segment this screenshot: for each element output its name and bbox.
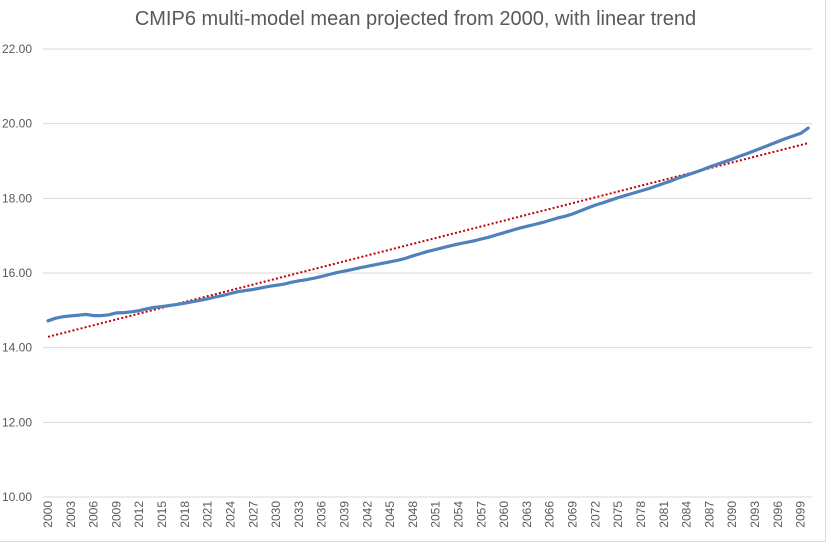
series-group <box>46 126 810 338</box>
x-tick-label: 2051 <box>429 501 443 528</box>
x-tick-label: 2090 <box>725 501 739 528</box>
x-tick-label: 2042 <box>360 501 374 528</box>
x-tick-label: 2093 <box>748 501 762 528</box>
x-tick-label: 2027 <box>246 501 260 528</box>
y-tick-label: 22.00 <box>2 42 32 56</box>
gridlines <box>43 48 812 498</box>
x-tick-label: 2015 <box>155 501 169 528</box>
x-tick-label: 2096 <box>771 501 785 528</box>
y-tick-label: 20.00 <box>2 117 32 131</box>
x-tick-label: 2063 <box>520 501 534 528</box>
y-tick-label: 12.00 <box>2 415 32 429</box>
x-tick-label: 2039 <box>337 501 351 528</box>
x-tick-label: 2078 <box>634 501 648 528</box>
x-tick-label: 2024 <box>223 501 237 528</box>
x-tick-label: 2000 <box>41 501 55 528</box>
y-tick-label: 18.00 <box>2 191 32 205</box>
x-tick-label: 2060 <box>497 501 511 528</box>
x-tick-label: 2066 <box>543 501 557 528</box>
x-tick-label: 2030 <box>269 501 283 528</box>
x-tick-label: 2084 <box>680 501 694 528</box>
chart-title: CMIP6 multi-model mean projected from 20… <box>134 8 697 30</box>
x-tick-label: 2048 <box>406 501 420 528</box>
x-tick-label: 2045 <box>383 501 397 528</box>
x-tick-label: 2081 <box>657 501 671 528</box>
x-tick-label: 2009 <box>109 501 123 528</box>
x-axis: 2000 2003 2006 2009 2012 2015 2018 2021 2024 2027… <box>41 501 808 528</box>
x-tick-label: 2087 <box>702 501 716 528</box>
x-tick-label: 2099 <box>794 501 808 528</box>
mean-series-line <box>46 126 810 323</box>
y-axis: 10.00 12.00 14.00 16.00 18.00 20.00 22.00 <box>2 42 32 504</box>
x-tick-label: 2018 <box>178 501 192 528</box>
x-tick-label: 2021 <box>201 501 215 528</box>
y-tick-label: 10.00 <box>2 490 32 504</box>
x-tick-label: 2075 <box>611 501 625 528</box>
x-tick-label: 2036 <box>315 501 329 528</box>
x-tick-label: 2003 <box>64 501 78 528</box>
x-tick-label: 2006 <box>87 501 101 528</box>
x-tick-label: 2012 <box>132 501 146 528</box>
y-tick-label: 14.00 <box>2 341 32 355</box>
x-tick-label: 2072 <box>588 501 602 528</box>
x-tick-label: 2054 <box>452 501 466 528</box>
y-tick-label: 16.00 <box>2 266 32 280</box>
x-tick-label: 2057 <box>474 501 488 528</box>
x-tick-label: 2033 <box>292 501 306 528</box>
x-tick-label: 2069 <box>566 501 580 528</box>
